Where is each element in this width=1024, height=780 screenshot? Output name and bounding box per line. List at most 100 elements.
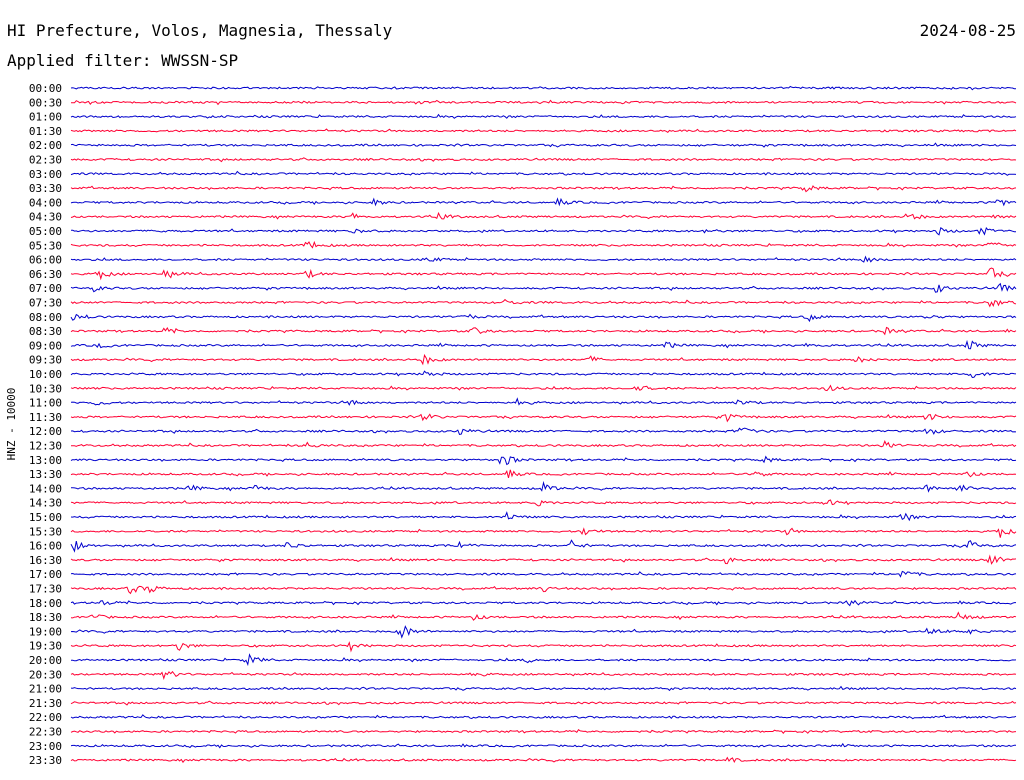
time-tick-label: 07:30: [29, 297, 62, 310]
time-tick-label: 00:00: [29, 82, 62, 95]
seismic-trace-row: [70, 499, 1017, 507]
station-title: HI Prefecture, Volos, Magnesia, Thessaly: [7, 21, 393, 40]
seismic-trace-row: [70, 625, 1017, 639]
time-tick-label: 20:00: [29, 654, 62, 667]
time-tick-label: 20:30: [29, 668, 62, 681]
time-tick-label: 11:30: [29, 411, 62, 424]
time-tick-label: 04:00: [29, 196, 62, 209]
time-tick-label: 01:30: [29, 125, 62, 138]
time-tick-label: 13:30: [29, 468, 62, 481]
seismic-trace-row: [70, 298, 1017, 308]
time-tick-label: 10:30: [29, 382, 62, 395]
time-tick-label: 21:30: [29, 697, 62, 710]
time-tick-label: 02:00: [29, 139, 62, 152]
seismic-trace-row: [70, 313, 1017, 323]
seismic-trace-row: [71, 653, 1017, 667]
seismic-trace-row: [70, 670, 1017, 680]
time-tick-label: 05:30: [29, 239, 62, 252]
seismic-trace-row: [70, 413, 1017, 423]
time-tick-label: 11:00: [29, 397, 62, 410]
seismic-trace-row: [70, 427, 1017, 435]
seismic-trace-row: [70, 685, 1017, 692]
seismic-trace-row: [70, 326, 1017, 336]
seismic-trace-row: [70, 570, 1017, 578]
seismic-trace-row: [70, 527, 1017, 538]
time-tick-label: 21:00: [29, 683, 62, 696]
time-tick-label: 10:00: [29, 368, 62, 381]
seismic-trace-row: [70, 370, 1017, 379]
seismic-trace-row: [71, 480, 1017, 493]
seismic-trace-row: [70, 113, 1017, 119]
seismic-trace-row: [70, 157, 1017, 163]
time-tick-label: 13:00: [29, 454, 62, 467]
time-tick-label: 22:30: [29, 726, 62, 739]
time-tick-label: 12:30: [29, 440, 62, 453]
time-tick-label: 18:30: [29, 611, 62, 624]
seismic-trace-row: [70, 85, 1017, 91]
seismic-trace-row: [70, 641, 1017, 653]
seismic-trace-row: [70, 211, 1017, 220]
time-tick-label: 08:30: [29, 325, 62, 338]
time-tick-label: 05:00: [29, 225, 62, 238]
seismic-trace-row: [70, 585, 1017, 595]
seismic-trace-row: [70, 742, 1017, 749]
time-tick-label: 15:00: [29, 511, 62, 524]
seismic-trace-row: [70, 611, 1017, 621]
seismic-trace-row: [70, 700, 1017, 706]
time-tick-label: 12:00: [29, 425, 62, 438]
seismic-trace-row: [70, 227, 1016, 236]
time-tick-label: 18:00: [29, 597, 62, 610]
seismic-trace-row: [70, 197, 1017, 207]
seismic-trace-row: [70, 599, 1016, 607]
filter-label: Applied filter: WWSSN-SP: [7, 51, 238, 70]
seismic-trace-row: [70, 440, 1017, 448]
time-tick-label: 04:30: [29, 211, 62, 224]
seismic-trace-row: [70, 185, 1017, 193]
seismic-trace-row: [70, 756, 1017, 764]
seismic-trace-row: [70, 539, 1017, 553]
seismic-trace-row: [70, 554, 1017, 565]
seismic-trace-row: [70, 455, 1017, 466]
seismic-trace-row: [70, 267, 1017, 281]
time-tick-label: 17:00: [29, 568, 62, 581]
y-axis-label: HNZ - 10000: [5, 388, 18, 461]
time-tick-label: 09:00: [29, 339, 62, 352]
time-tick-label: 06:30: [29, 268, 62, 281]
time-tick-label: 16:00: [29, 540, 62, 553]
seismic-trace-row: [70, 397, 1017, 406]
time-tick-label: 03:30: [29, 182, 62, 195]
time-tick-label: 02:30: [29, 154, 62, 167]
time-tick-label: 14:00: [29, 482, 62, 495]
seismic-trace-row: [70, 255, 1017, 263]
seismic-trace-row: [70, 339, 1017, 350]
time-tick-label: 23:00: [29, 740, 62, 753]
time-tick-label: 09:30: [29, 354, 62, 367]
seismic-trace-row: [70, 353, 1017, 366]
seismic-trace-row: [70, 99, 1017, 106]
seismic-traces: [70, 85, 1017, 764]
time-tick-label: 19:00: [29, 625, 62, 638]
time-tick-label: 06:00: [29, 254, 62, 267]
time-tick-label: 01:00: [29, 111, 62, 124]
time-tick-label: 03:00: [29, 168, 62, 181]
time-tick-label: 14:30: [29, 497, 62, 510]
time-tick-label: 15:30: [29, 525, 62, 538]
seismic-trace-row: [70, 128, 1017, 133]
time-tick-label: 00:30: [29, 96, 62, 109]
seismic-trace-row: [70, 469, 1017, 479]
seismic-trace-row: [70, 714, 1017, 720]
seismic-trace-row: [70, 729, 1017, 734]
time-tick-label: 08:00: [29, 311, 62, 324]
seismic-trace-row: [70, 511, 1017, 522]
seismic-trace-row: [70, 142, 1017, 148]
seismic-trace-row: [70, 170, 1017, 176]
time-tick-label: 23:30: [29, 754, 62, 767]
time-tick-label: 16:30: [29, 554, 62, 567]
time-tick-label: 17:30: [29, 583, 62, 596]
plot-date: 2024-08-25: [920, 21, 1016, 40]
seismic-trace-row: [70, 282, 1017, 293]
seismic-trace-row: [70, 240, 1017, 249]
